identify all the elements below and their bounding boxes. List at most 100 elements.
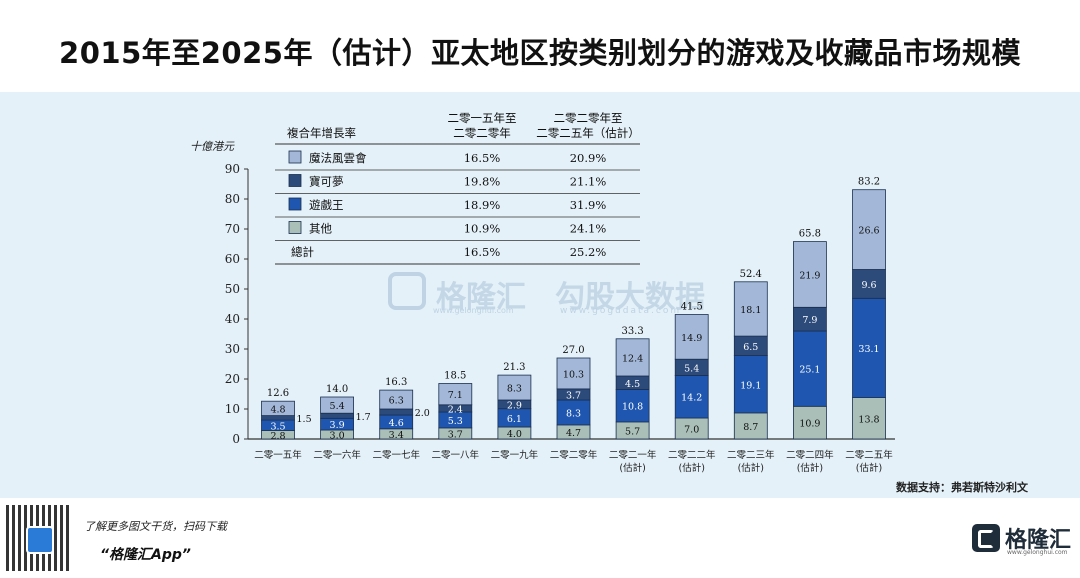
y-tick-label: 10	[225, 402, 240, 416]
bar-total-label: 41.5	[681, 302, 703, 313]
bar-segment-label: 5.7	[625, 426, 640, 437]
x-tick-label: (估計)	[738, 462, 764, 474]
footer-promo-text: 了解更多图文干货，扫码下载	[84, 520, 227, 533]
chart-title: 2015年至2025年（估计）亚太地区按类别划分的游戏及收藏品市场规模	[59, 36, 1021, 70]
brand-url: www.gelonghui.com	[1007, 549, 1068, 556]
bar-total-label: 21.3	[503, 362, 525, 373]
bar-segment-label: 2.8	[270, 431, 285, 442]
legend-series-name: 遊戲王	[309, 198, 344, 212]
bar-segment-label: 3.7	[566, 390, 581, 401]
legend-cagr-2015-2020: 19.8%	[464, 175, 501, 189]
bar-segment	[733, 281, 768, 337]
y-axis-unit-label: 十億港元	[190, 140, 235, 153]
legend-cagr-2020-2025: 24.1%	[570, 222, 607, 236]
y-tick-label: 70	[225, 222, 240, 236]
bar-segment	[674, 314, 709, 360]
bar-segment-label: 3.9	[330, 420, 345, 431]
legend-header-label: 複合年增長率	[287, 126, 356, 140]
legend-cagr-2015-2020: 18.9%	[464, 198, 501, 212]
bar-segment-label: 25.1	[799, 365, 820, 376]
legend-cagr-2020-2025: 21.1%	[570, 175, 607, 189]
brand-name: 格隆汇	[1005, 528, 1072, 553]
bar-segment-label: 14.2	[681, 393, 702, 404]
bar-segment-label: 3.7	[448, 429, 463, 440]
bar-segment	[852, 397, 886, 440]
bar-segment-label: 5.4	[330, 401, 345, 412]
x-tick-label: 二零一七年	[372, 449, 420, 461]
legend-cagr-2020-2025: 20.9%	[570, 151, 607, 165]
bar-segment-label: 2.9	[507, 400, 522, 411]
watermark-partner-url: www.gogudata.com	[560, 306, 682, 316]
bar-segment-label: 4.6	[389, 418, 404, 429]
bar-segment-label: 7.9	[802, 315, 817, 326]
x-tick-label: 二零一五年	[254, 449, 302, 461]
bar-segment-label: 12.4	[622, 353, 643, 364]
legend-total-cagr-2015-2020: 16.5%	[464, 245, 501, 259]
y-tick-label: 30	[225, 342, 240, 356]
bar-segment-label: 6.1	[507, 414, 522, 425]
bar-segment-label: 4.0	[507, 429, 522, 440]
bar-total-label: 16.3	[385, 377, 407, 388]
x-tick-label: 二零一六年	[313, 449, 361, 461]
bar-segment	[261, 400, 295, 417]
legend-total-label: 總計	[291, 245, 314, 259]
bar-total-label: 52.4	[740, 269, 762, 280]
legend-col2-header: 二零二五年（估計）	[536, 126, 640, 140]
bar-segment-label: 10.8	[622, 402, 643, 413]
bar-total-label: 18.5	[444, 371, 466, 382]
x-tick-label: 二零一八年	[432, 449, 480, 461]
bar-segment-label: 4.7	[566, 428, 581, 439]
brand-logo-icon	[972, 524, 1000, 552]
x-tick-label: (估計)	[678, 462, 704, 474]
bar-segment-label: 13.8	[858, 414, 879, 425]
bar-segment-label: 7.1	[448, 390, 463, 401]
source-note: 数据支持：弗若斯特沙利文	[896, 481, 1028, 494]
bar-total-label: 27.0	[562, 345, 584, 356]
bar-segment	[852, 189, 886, 270]
bar-segment	[320, 412, 355, 419]
x-tick-label: 二零二五年	[845, 449, 893, 461]
bar-segment	[674, 374, 709, 419]
legend-series-name: 寶可夢	[309, 175, 344, 189]
bar-segment-label: 4.5	[625, 379, 640, 390]
bar-segment-label: 6.5	[743, 342, 758, 353]
bar-segment-label: 1.5	[297, 414, 312, 425]
watermark-partner: 勾股大数据	[555, 280, 705, 315]
bar-segment-label: 8.3	[507, 384, 522, 395]
legend-total-cagr-2020-2025: 25.2%	[570, 245, 607, 259]
legend-col1-header: 二零二零年	[453, 126, 511, 140]
bar-segment-label: 18.1	[740, 305, 761, 316]
legend-series-name: 其他	[309, 222, 332, 236]
bar-segment	[497, 374, 532, 401]
x-tick-label: 二零二一年	[609, 449, 657, 461]
bar-segment	[793, 330, 827, 407]
bar-segment-label: 33.1	[858, 344, 879, 355]
bar-segment-label: 5.4	[684, 363, 699, 374]
bar-segment	[379, 389, 414, 410]
bar-segment-label: 1.7	[356, 412, 371, 423]
bar-total-label: 12.6	[267, 388, 289, 399]
x-tick-label: 二零二三年	[727, 449, 775, 461]
bar-total-label: 83.2	[858, 176, 880, 187]
y-tick-label: 0	[232, 432, 240, 446]
bar-total-label: 33.3	[621, 326, 643, 337]
bar-segment-label: 21.9	[799, 270, 820, 281]
bar-segment-label: 3.4	[389, 430, 404, 441]
bar-segment-label: 8.3	[566, 408, 581, 419]
legend-cagr-2015-2020: 16.5%	[464, 151, 501, 165]
bar-segment-label: 2.4	[448, 404, 463, 415]
bar-segment	[733, 412, 768, 440]
y-tick-label: 50	[225, 282, 240, 296]
bar-segment-label: 3.5	[270, 421, 285, 432]
bar-segment	[852, 297, 886, 398]
bar-segment-label: 2.0	[415, 408, 430, 419]
bar-total-label: 65.8	[799, 229, 821, 240]
bar-segment-label: 10.3	[563, 369, 584, 380]
x-tick-label: (估計)	[619, 462, 645, 474]
chart-panel	[0, 92, 1080, 498]
bar-segment-label: 14.9	[681, 333, 702, 344]
bar-segment	[438, 383, 473, 406]
bar-segment-label: 4.8	[270, 404, 285, 415]
legend-swatch	[288, 197, 302, 211]
